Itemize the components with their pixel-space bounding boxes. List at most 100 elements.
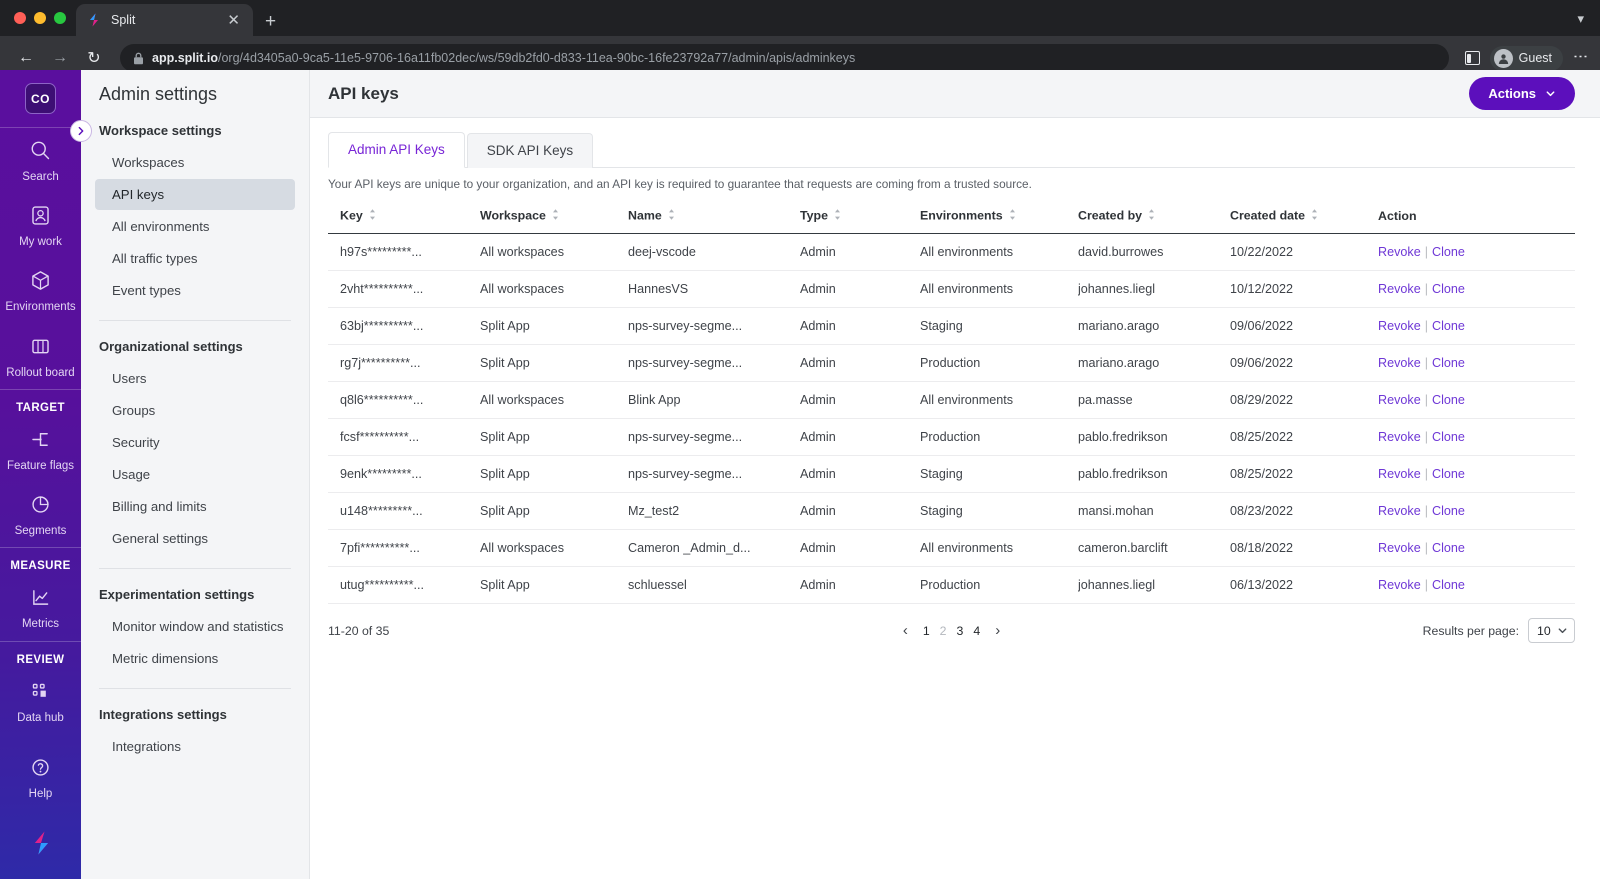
nav-item-users[interactable]: Users <box>112 371 147 386</box>
column-header-key[interactable]: Key <box>328 201 480 234</box>
new-tab-button[interactable]: + <box>265 11 277 32</box>
reload-icon[interactable]: ↻ <box>87 50 101 67</box>
clone-link[interactable]: Clone <box>1431 504 1465 518</box>
rail-item-environments[interactable]: Environments <box>0 258 81 323</box>
revoke-link[interactable]: Revoke <box>1378 356 1421 370</box>
table-row[interactable]: utug**********... Split App schluessel Admi… <box>328 566 1575 604</box>
revoke-link[interactable]: Revoke <box>1378 541 1421 555</box>
revoke-link[interactable]: Revoke <box>1378 467 1421 481</box>
org-switcher[interactable]: CO <box>25 70 56 127</box>
table-row[interactable]: 9enk*********... Split App nps-survey-segm… <box>328 455 1575 493</box>
clone-link[interactable]: Clone <box>1431 356 1465 370</box>
pagination-page-4[interactable]: 4 <box>973 623 981 638</box>
forward-icon[interactable]: → <box>52 49 68 66</box>
rail-item-my-work[interactable]: My work <box>0 193 81 258</box>
revoke-link[interactable]: Revoke <box>1378 393 1421 407</box>
action-separator: | <box>1424 282 1428 296</box>
clone-link[interactable]: Clone <box>1431 393 1465 407</box>
tab-sdk-api-keys[interactable]: SDK API Keys <box>466 133 594 168</box>
revoke-link[interactable]: Revoke <box>1378 245 1421 259</box>
tabstrip-chevron-icon[interactable]: ▾ <box>1577 11 1584 26</box>
side-panel-icon[interactable] <box>1464 51 1480 65</box>
cell-name: nps-survey-segme... <box>628 307 800 345</box>
nav-item-general-settings[interactable]: General settings <box>112 531 209 546</box>
cell-key: 2vht**********... <box>328 270 480 308</box>
nav-item-groups[interactable]: Groups <box>112 403 156 418</box>
revoke-link[interactable]: Revoke <box>1378 578 1421 592</box>
actions-button[interactable]: Actions <box>1469 77 1575 110</box>
results-per-page-select[interactable]: 10 <box>1528 618 1575 643</box>
column-header-environments[interactable]: Environments <box>920 201 1078 234</box>
address-bar[interactable]: app.split.io/org/4d3405a0-9ca5-11e5-9706… <box>120 44 1449 72</box>
rail-item-segments[interactable]: Segments <box>0 482 81 547</box>
nav-item-integrations[interactable]: Integrations <box>112 739 181 754</box>
column-label: Action <box>1378 209 1417 223</box>
nav-item-billing-and-limits[interactable]: Billing and limits <box>112 499 207 514</box>
cell-action: Revoke | Clone <box>1378 270 1575 308</box>
column-label: Created date <box>1230 208 1306 223</box>
clone-link[interactable]: Clone <box>1431 541 1465 555</box>
pagination-page-2[interactable]: 2 <box>939 623 947 638</box>
tab-admin-api-keys[interactable]: Admin API Keys <box>328 132 465 168</box>
close-tab-icon[interactable]: ✕ <box>227 11 240 29</box>
column-header-name[interactable]: Name <box>628 201 800 234</box>
table-row[interactable]: q8l6**********... All workspaces Blink App… <box>328 381 1575 419</box>
table-row[interactable]: 63bj**********... Split App nps-survey-seg… <box>328 307 1575 345</box>
clone-link[interactable]: Clone <box>1431 282 1465 296</box>
clone-link[interactable]: Clone <box>1431 467 1465 481</box>
nav-item-all-environments[interactable]: All environments <box>112 219 210 234</box>
table-row[interactable]: fcsf**********... Split App nps-survey-seg… <box>328 418 1575 456</box>
column-header-type[interactable]: Type <box>800 201 920 234</box>
nav-item-metric-dimensions[interactable]: Metric dimensions <box>112 651 219 666</box>
pagination-page-1[interactable]: 1 <box>922 623 930 638</box>
rail-item-feature-flags[interactable]: Feature flags <box>0 417 81 482</box>
cell-workspace: All workspaces <box>480 529 628 567</box>
table-row[interactable]: 2vht**********... All workspaces HannesVS A… <box>328 270 1575 308</box>
table-row[interactable]: u148*********... Split App Mz_test2 Admin St… <box>328 492 1575 530</box>
clone-link[interactable]: Clone <box>1431 245 1465 259</box>
cell-workspace: All workspaces <box>480 270 628 308</box>
cell-key: 7pfi**********... <box>328 529 480 567</box>
browser-tab[interactable]: Split ✕ <box>76 4 253 36</box>
nav-item-security[interactable]: Security <box>112 435 160 450</box>
search-icon <box>29 139 52 167</box>
pagination-page-3[interactable]: 3 <box>956 623 964 638</box>
minimize-window-button[interactable] <box>34 12 46 24</box>
profile-button[interactable]: Guest <box>1489 45 1563 71</box>
nav-item-workspaces[interactable]: Workspaces <box>112 155 185 170</box>
cell-workspace: Split App <box>480 492 628 530</box>
revoke-link[interactable]: Revoke <box>1378 319 1421 333</box>
column-header-created-date[interactable]: Created date <box>1230 201 1378 234</box>
revoke-link[interactable]: Revoke <box>1378 282 1421 296</box>
expand-nav-button[interactable] <box>70 120 92 142</box>
cell-created-date: 08/25/2022 <box>1230 418 1378 456</box>
nav-item-usage[interactable]: Usage <box>112 467 151 482</box>
column-header-workspace[interactable]: Workspace <box>480 201 628 234</box>
maximize-window-button[interactable] <box>54 12 66 24</box>
close-window-button[interactable] <box>14 12 26 24</box>
nav-item-api-keys[interactable]: API keys <box>95 179 295 210</box>
url-path: /org/4d3405a0-9ca5-11e5-9706-16a11fb02de… <box>217 51 856 65</box>
table-row[interactable]: h97s*********... All workspaces deej-vscod… <box>328 233 1575 271</box>
rail-item-search[interactable]: Search <box>0 128 81 193</box>
pagination-prev-icon[interactable]: ‹ <box>902 622 908 639</box>
revoke-link[interactable]: Revoke <box>1378 504 1421 518</box>
nav-item-monitor-window-and-statistics[interactable]: Monitor window and statistics <box>112 619 284 634</box>
table-row[interactable]: 7pfi**********... All workspaces Cameron _… <box>328 529 1575 567</box>
rail-item-help[interactable]: Help <box>0 745 81 810</box>
nav-item-all-traffic-types[interactable]: All traffic types <box>112 251 198 266</box>
rail-item-rollout-board[interactable]: Rollout board <box>0 324 81 389</box>
sort-icon <box>1147 208 1156 224</box>
clone-link[interactable]: Clone <box>1431 578 1465 592</box>
nav-item-event-types[interactable]: Event types <box>112 283 181 298</box>
rail-item-data-hub[interactable]: Data hub <box>0 669 81 734</box>
table-row[interactable]: rg7j**********... Split App nps-survey-seg… <box>328 344 1575 382</box>
clone-link[interactable]: Clone <box>1431 430 1465 444</box>
column-header-created-by[interactable]: Created by <box>1078 201 1230 234</box>
browser-menu-icon[interactable]: ⋮ <box>1572 49 1589 64</box>
rail-item-metrics[interactable]: Metrics <box>0 575 81 640</box>
clone-link[interactable]: Clone <box>1431 319 1465 333</box>
back-icon[interactable]: ← <box>18 49 34 66</box>
revoke-link[interactable]: Revoke <box>1378 430 1421 444</box>
pagination-next-icon[interactable]: › <box>995 622 1001 639</box>
